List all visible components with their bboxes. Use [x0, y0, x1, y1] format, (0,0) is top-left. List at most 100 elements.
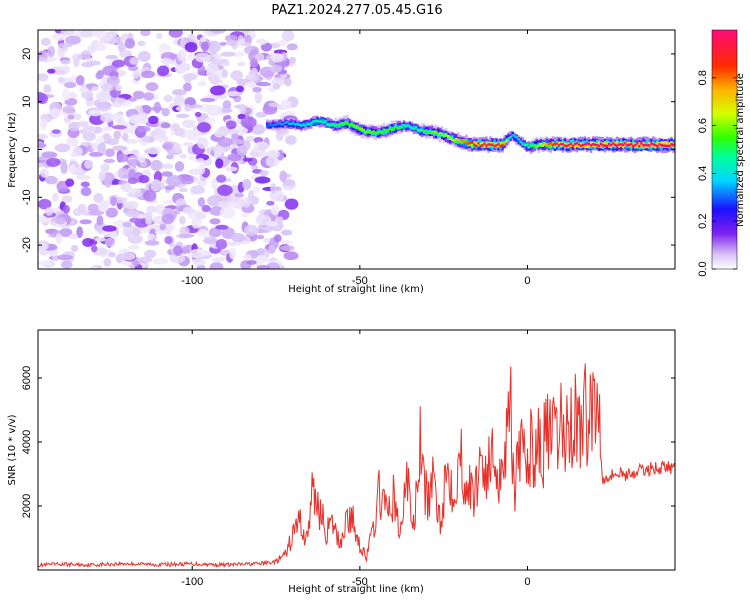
heatmap-cell — [523, 143, 526, 147]
heatmap-cell — [648, 141, 651, 146]
heatmap-cell — [272, 83, 281, 90]
heatmap-cell — [481, 141, 484, 146]
heatmap-cell — [527, 143, 530, 149]
heatmap-cell — [217, 184, 233, 196]
heatmap-cell — [481, 144, 484, 147]
heatmap-cell — [270, 53, 284, 63]
heatmap-cell — [127, 158, 139, 167]
heatmap-cell — [605, 144, 609, 148]
heatmap-cell — [141, 70, 156, 79]
heatmap-cell — [541, 141, 544, 147]
heatmap-cell — [128, 97, 137, 102]
heatmap-cell — [569, 142, 573, 148]
heatmap-cell — [300, 122, 303, 127]
heatmap-cell — [194, 52, 211, 63]
heatmap-cell — [165, 154, 174, 160]
heatmap-cell — [390, 128, 394, 131]
heatmap-cell — [206, 63, 219, 74]
heatmap-cell — [495, 144, 498, 147]
heatmap-cell — [284, 121, 287, 124]
heatmap-cell — [370, 131, 373, 134]
heatmap-cell — [143, 92, 155, 101]
heatmap-cell — [256, 234, 265, 240]
heatmap-cell — [76, 226, 83, 238]
heatmap-cell — [171, 89, 187, 96]
heatmap-cell — [69, 164, 77, 174]
heatmap-cell — [150, 180, 162, 192]
heatmap-cell — [268, 244, 276, 255]
heatmap-cell — [93, 193, 104, 204]
heatmap-cell — [90, 265, 98, 269]
heatmap-cell — [113, 219, 127, 229]
heatmap-cell — [158, 43, 171, 55]
heatmap-cell — [485, 144, 488, 147]
heatmap-cell — [147, 233, 156, 240]
heatmap-cell — [219, 41, 227, 46]
colorbar-tick-label: 0.2 — [697, 214, 709, 229]
heatmap-cell — [174, 142, 182, 154]
heatmap-cell — [144, 240, 160, 246]
heatmap-cell — [408, 125, 412, 128]
heatmap-cell — [254, 91, 263, 104]
heatmap-cell — [547, 143, 550, 148]
heatmap-cell — [110, 196, 117, 207]
heatmap-cell — [234, 193, 245, 198]
heatmap-cell — [209, 262, 224, 269]
heatmap-cell — [38, 73, 49, 82]
heatmap-cell — [640, 143, 643, 148]
heatmap-cell — [244, 224, 259, 236]
heatmap-cell — [248, 70, 258, 76]
heatmap-cell — [184, 103, 191, 112]
heatmap-cell — [595, 143, 599, 147]
snr-series-line — [38, 363, 675, 569]
heatmap-cell — [70, 152, 79, 158]
heatmap-cell — [334, 125, 337, 128]
heatmap-cell — [336, 123, 339, 127]
heatmap-cell — [60, 30, 76, 36]
heatmap-cell — [91, 86, 100, 92]
heatmap-cell — [601, 144, 605, 147]
heatmap-cell — [638, 142, 641, 147]
heatmap-cell — [249, 58, 259, 68]
heatmap-cell — [82, 131, 96, 142]
heatmap-cell — [322, 118, 325, 124]
heatmap-cell — [505, 140, 508, 143]
heatmap-cell — [559, 142, 563, 146]
heatmap-cell — [103, 158, 116, 164]
heatmap-cell — [324, 120, 327, 125]
heatmap-cell — [56, 254, 73, 261]
heatmap-cell — [91, 245, 98, 253]
heatmap-cell — [269, 64, 283, 73]
y-tick-label: 4000 — [21, 430, 33, 454]
heatmap-cell — [197, 137, 209, 150]
heatmap-cell — [314, 119, 317, 123]
heatmap-cell — [366, 131, 369, 134]
heatmap-cell — [156, 32, 163, 40]
heatmap-cell — [272, 124, 275, 127]
heatmap-cell — [599, 142, 603, 146]
heatmap-cell — [71, 53, 84, 61]
heatmap-cell — [561, 142, 565, 146]
heatmap-cell — [160, 57, 173, 65]
heatmap-cell — [62, 204, 70, 214]
heatmap-cell — [332, 122, 335, 126]
heatmap-cell — [88, 109, 103, 117]
heatmap-cell — [330, 123, 333, 126]
heatmap-cell — [129, 57, 140, 65]
heatmap-cell — [541, 144, 544, 147]
heatmap-cell — [638, 144, 641, 148]
heatmap-cell — [374, 131, 378, 135]
heatmap-cell — [668, 142, 671, 147]
heatmap-cell — [326, 123, 329, 126]
heatmap-cell — [585, 143, 589, 149]
heatmap-cell — [77, 203, 87, 214]
heatmap-cell — [356, 126, 359, 129]
heatmap-cell — [360, 128, 363, 131]
heatmap-cell — [265, 124, 269, 128]
heatmap-cell — [143, 149, 152, 154]
heatmap-cell — [103, 175, 113, 188]
heatmap-cell — [475, 141, 478, 146]
heatmap-cell — [38, 57, 48, 62]
heatmap-cell — [597, 141, 601, 146]
